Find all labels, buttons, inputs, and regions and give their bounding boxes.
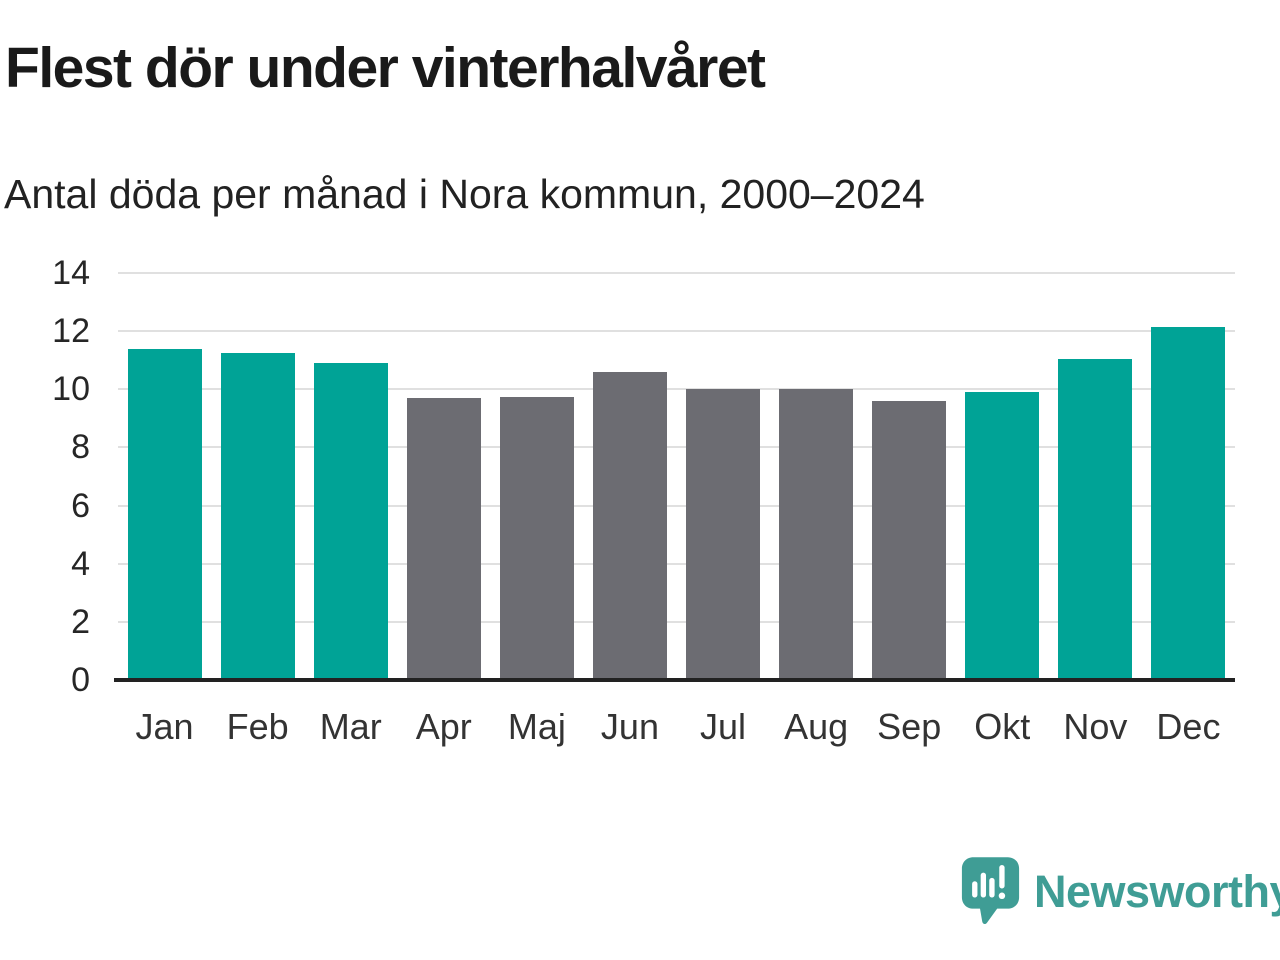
x-axis-label-aug: Aug bbox=[784, 706, 849, 747]
bar-jul bbox=[686, 389, 761, 680]
x-axis-label-dec: Dec bbox=[1156, 706, 1221, 747]
gridline-y-12 bbox=[118, 330, 1235, 333]
gridline-y-10 bbox=[118, 388, 1235, 391]
bar-jun bbox=[592, 371, 667, 680]
bar-aug bbox=[779, 389, 854, 680]
bar-jan bbox=[127, 348, 202, 680]
bar-mar bbox=[313, 363, 388, 680]
chart-title: Flest dör under vinterhalvåret bbox=[5, 36, 766, 100]
gridline-y-6 bbox=[118, 504, 1235, 507]
y-axis-label-10: 10 bbox=[52, 370, 90, 409]
bar-apr bbox=[406, 398, 481, 680]
gridline-y-4 bbox=[118, 562, 1235, 565]
y-axis-label-8: 8 bbox=[71, 428, 90, 467]
y-axis-label-4: 4 bbox=[71, 544, 90, 583]
y-axis-label-12: 12 bbox=[52, 312, 90, 351]
bar-okt bbox=[965, 392, 1040, 680]
y-axis-label-2: 2 bbox=[71, 602, 90, 641]
x-axis-label-maj: Maj bbox=[507, 706, 566, 747]
newsworthy-bubble-chart-icon bbox=[961, 857, 1020, 925]
x-axis-label-apr: Apr bbox=[415, 706, 472, 747]
gridline-y-2 bbox=[118, 620, 1235, 623]
x-axis-label-mar: Mar bbox=[319, 706, 382, 747]
x-axis-label-okt: Okt bbox=[974, 706, 1031, 747]
bar-dec bbox=[1151, 326, 1226, 680]
bar-nov bbox=[1058, 358, 1133, 680]
y-axis-label-14: 14 bbox=[52, 254, 90, 292]
newsworthy-wordmark: Newsworthy bbox=[1034, 865, 1280, 917]
chart-subtitle: Antal döda per månad i Nora kommun, 2000… bbox=[4, 171, 925, 217]
x-axis-label-sep: Sep bbox=[877, 706, 942, 747]
bar-sep bbox=[872, 400, 947, 680]
x-axis-label-nov: Nov bbox=[1063, 706, 1128, 747]
newsworthy-logo: Newsworthy bbox=[960, 855, 1280, 928]
bar-feb bbox=[220, 352, 295, 680]
x-axis-label-jun: Jun bbox=[600, 706, 659, 747]
x-axis-label-feb: Feb bbox=[226, 706, 289, 747]
x-axis-label-jan: Jan bbox=[135, 706, 194, 747]
x-axis-line bbox=[114, 678, 1235, 682]
x-axis-label-jul: Jul bbox=[700, 706, 747, 747]
y-axis-label-0: 0 bbox=[71, 661, 90, 699]
bar-maj bbox=[499, 396, 574, 680]
y-axis-label-6: 6 bbox=[71, 486, 90, 525]
gridline-y-8 bbox=[118, 446, 1235, 449]
gridline-y-14 bbox=[118, 272, 1235, 274]
